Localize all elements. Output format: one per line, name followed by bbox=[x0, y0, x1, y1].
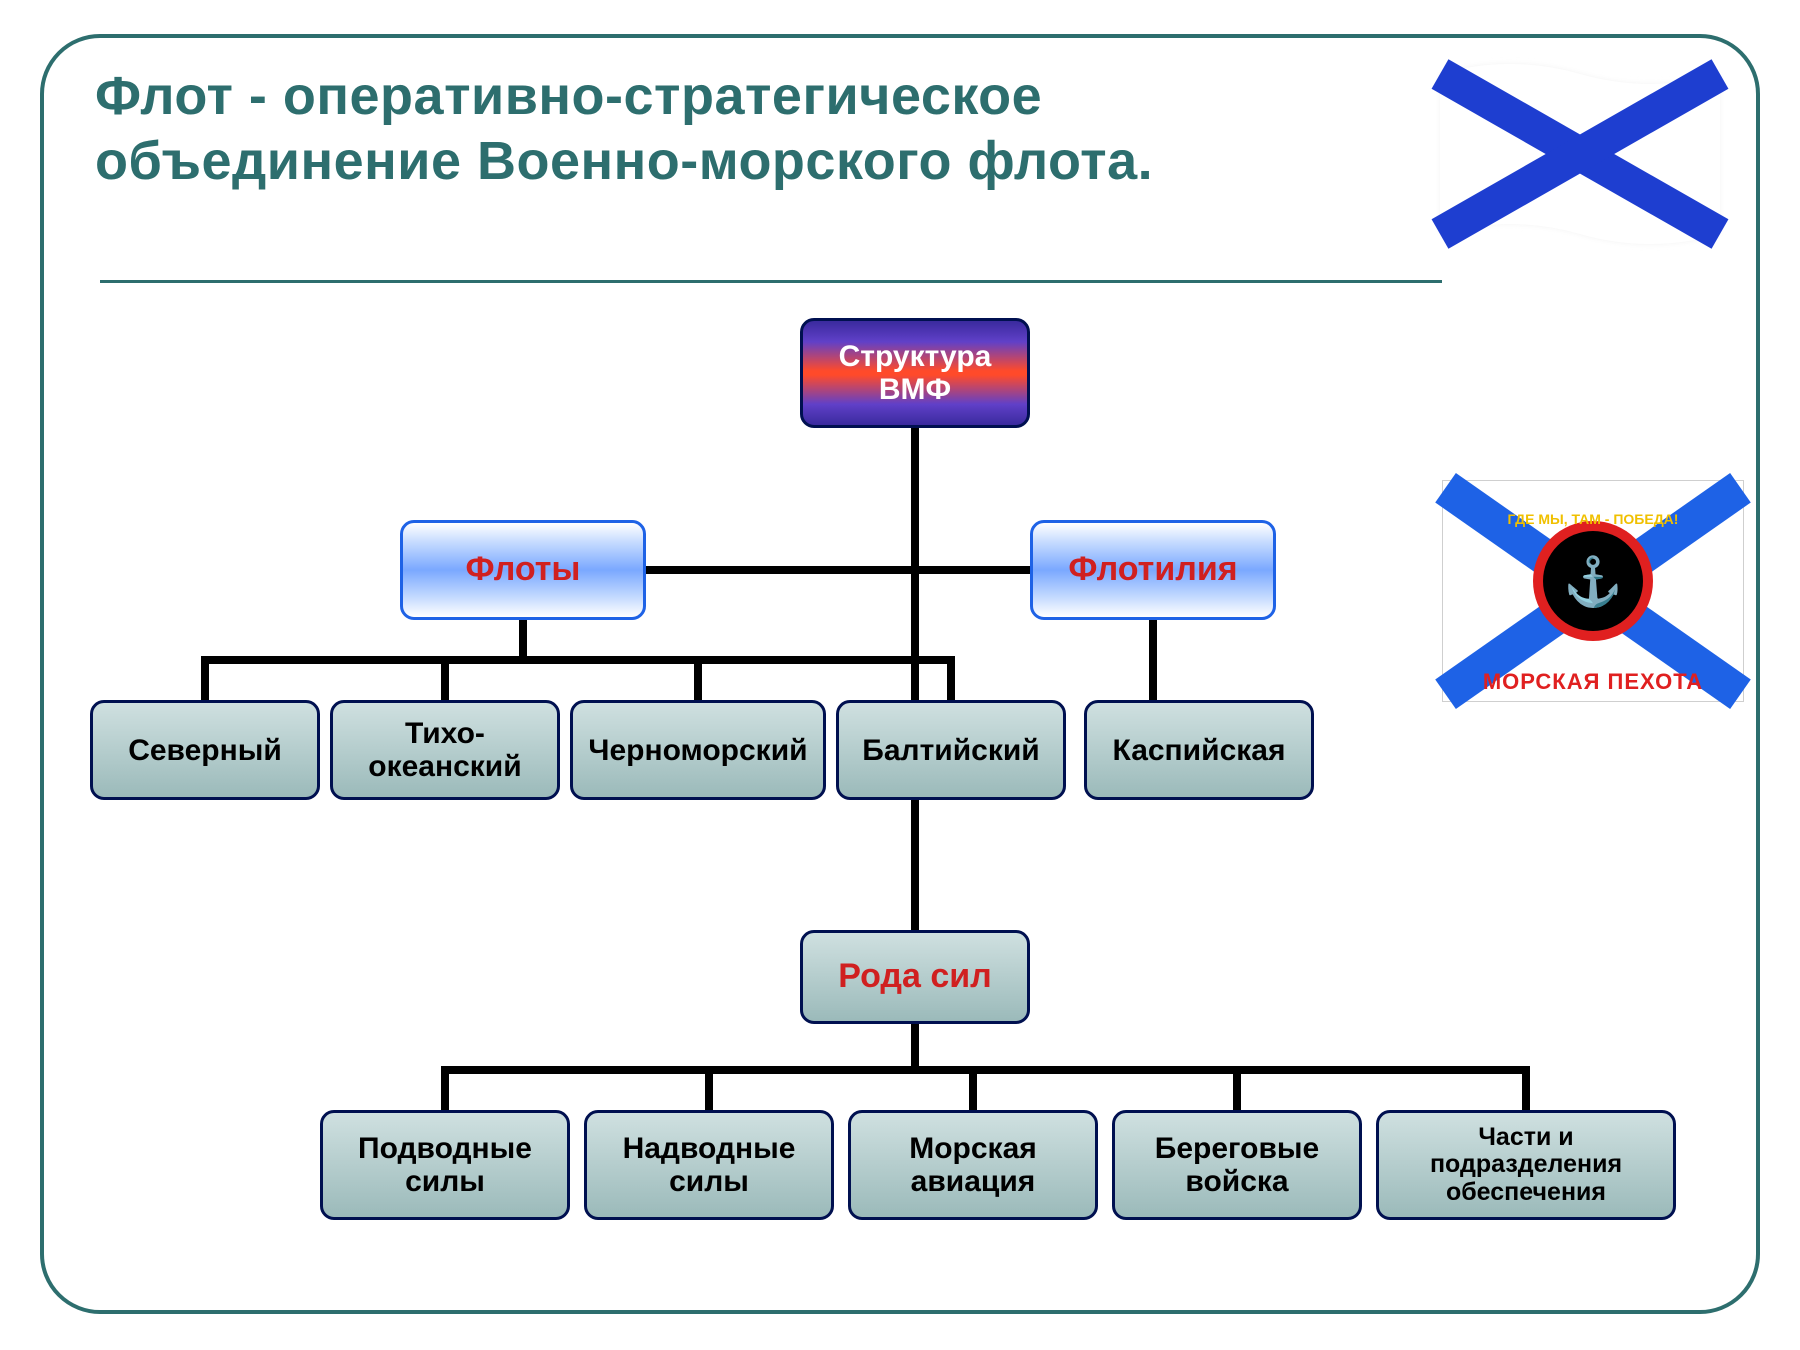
node-sub: Подводные силы bbox=[320, 1110, 570, 1220]
node-caspian: Каспийская bbox=[1084, 700, 1314, 800]
node-blacksea: Черноморский bbox=[570, 700, 826, 800]
node-support: Части и подразделения обеспечения bbox=[1376, 1110, 1676, 1220]
node-coastal: Береговые войска bbox=[1112, 1110, 1362, 1220]
node-baltic: Балтийский bbox=[836, 700, 1066, 800]
node-flotilla: Флотилия bbox=[1030, 520, 1276, 620]
node-branches: Рода сил bbox=[800, 930, 1030, 1024]
node-root: Структура ВМФ bbox=[800, 318, 1030, 428]
org-chart: Структура ВМФ Флоты Флотилия СеверныйТихо-о… bbox=[0, 0, 1800, 1350]
node-fleets: Флоты bbox=[400, 520, 646, 620]
node-northern: Северный bbox=[90, 700, 320, 800]
node-surface: Надводные силы bbox=[584, 1110, 834, 1220]
node-pacific: Тихо-океанский bbox=[330, 700, 560, 800]
node-aviation: Морская авиация bbox=[848, 1110, 1098, 1220]
